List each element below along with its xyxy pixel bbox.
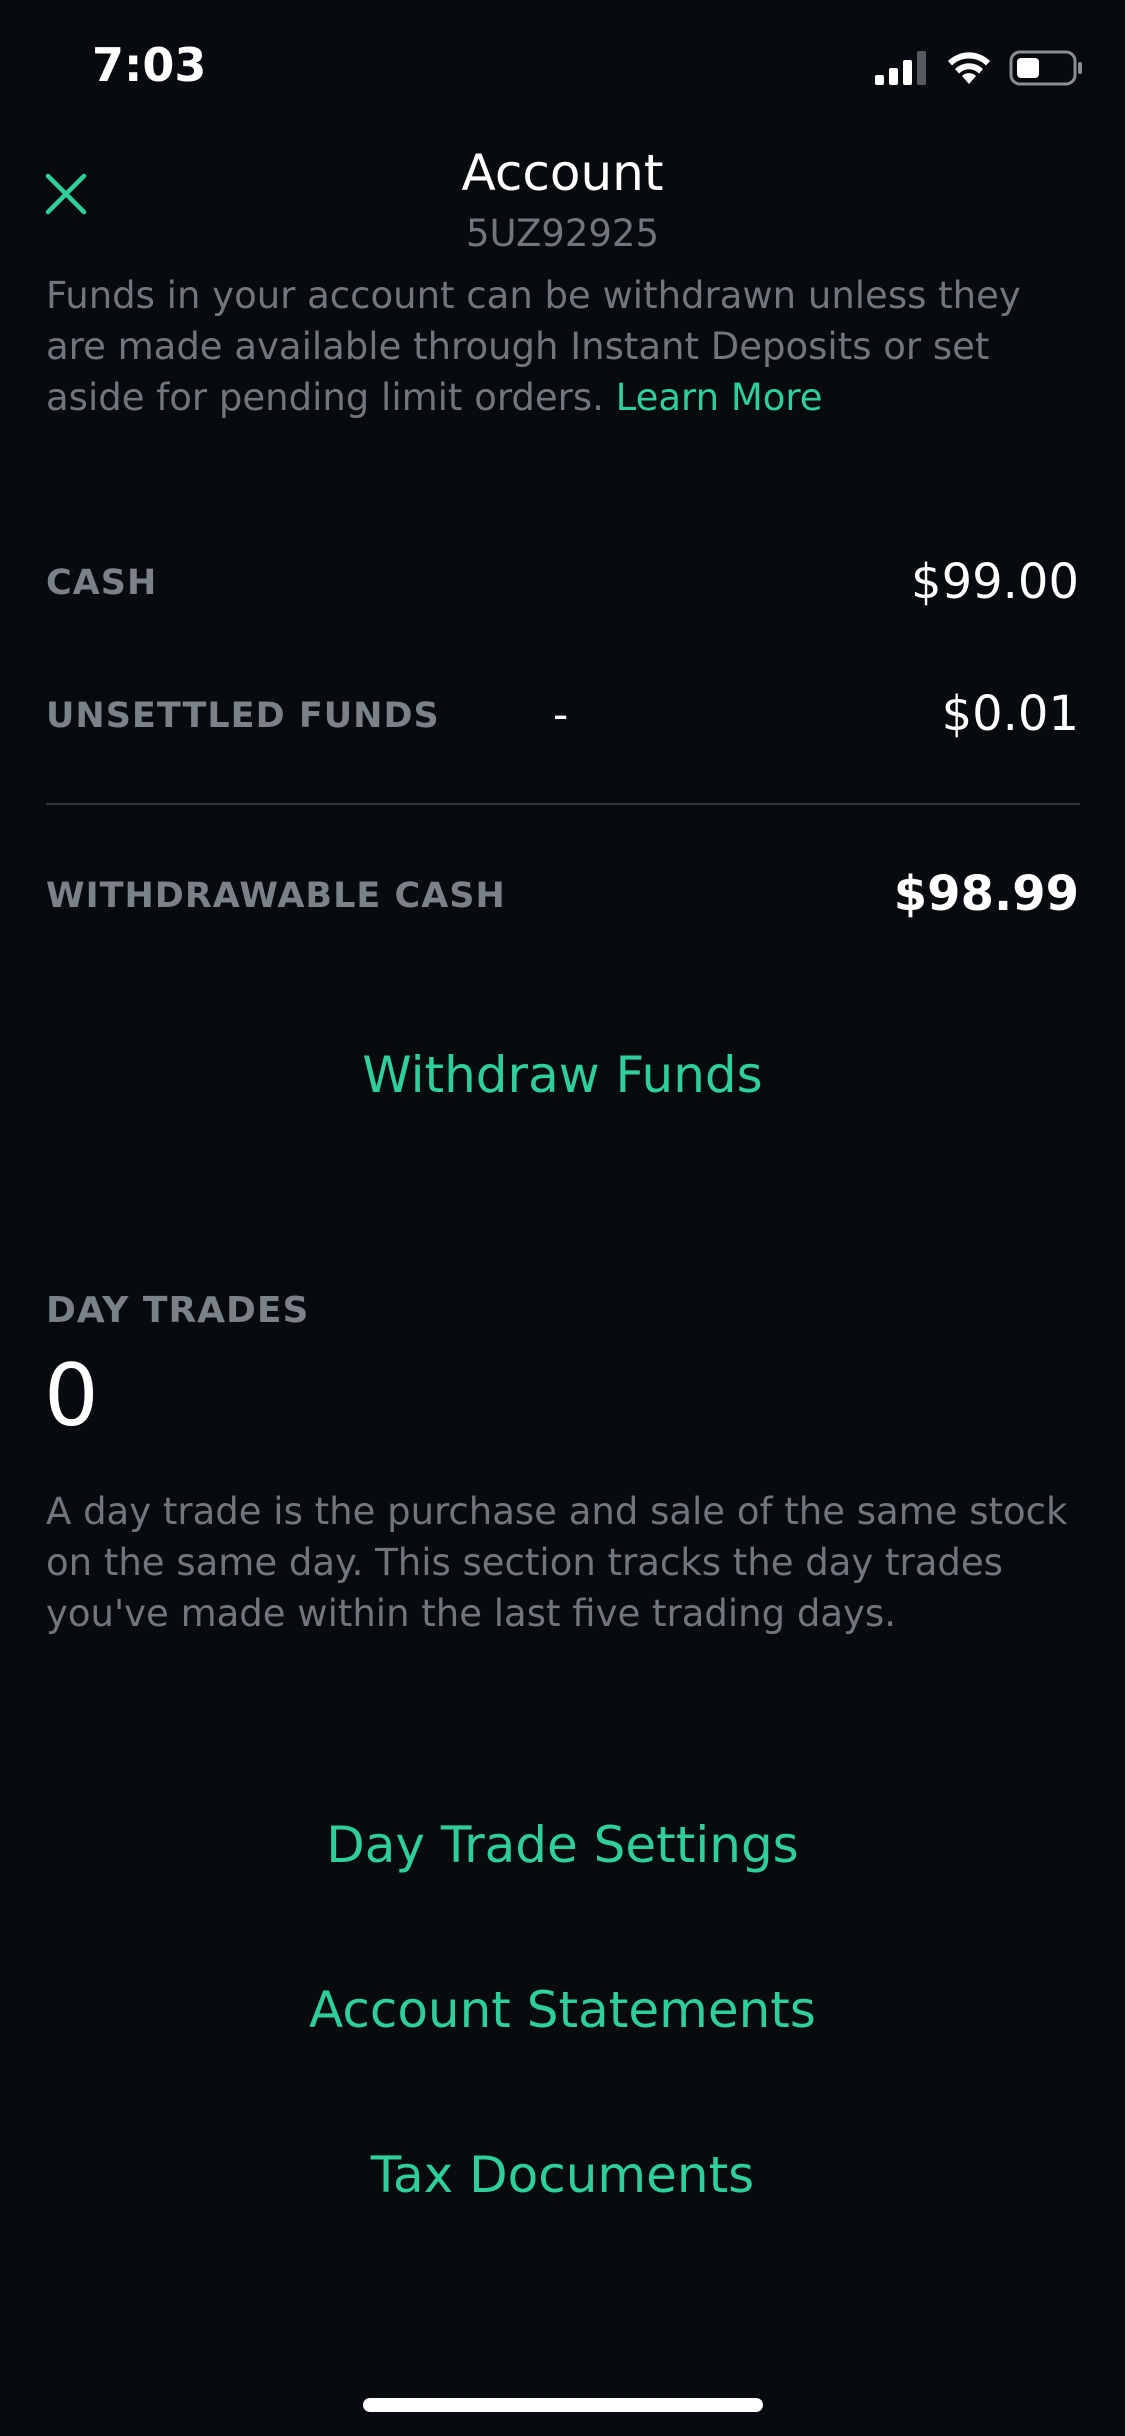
home-indicator[interactable]	[363, 2398, 763, 2412]
page-title: Account	[461, 144, 664, 202]
day-trade-settings-button[interactable]: Day Trade Settings	[326, 1816, 799, 1874]
withdraw-funds-button[interactable]: Withdraw Funds	[362, 1046, 763, 1104]
day-trades-label: DAY TRADES	[46, 1290, 310, 1331]
wifi-icon	[948, 52, 990, 84]
close-icon	[45, 173, 87, 215]
day-trades-description: A day trade is the purchase and sale of …	[46, 1490, 1068, 1635]
unsettled-funds-label: UNSETTLED FUNDS	[46, 696, 440, 736]
tax-documents-button[interactable]: Tax Documents	[370, 2146, 755, 2204]
status-icons	[875, 50, 1083, 86]
unsettled-funds-sign: -	[553, 690, 569, 739]
withdrawable-cash-label: WITHDRAWABLE CASH	[46, 876, 506, 916]
withdrawable-cash-value: $98.99	[893, 866, 1079, 922]
cellular-signal-icon	[875, 51, 926, 85]
unsettled-funds-value: $0.01	[941, 686, 1079, 742]
learn-more-link[interactable]: Learn More	[615, 376, 823, 419]
battery-icon	[1009, 50, 1082, 86]
status-time: 7:03	[92, 38, 207, 92]
cash-value: $99.00	[911, 554, 1079, 610]
withdrawal-info-text: Funds in your account can be withdrawn u…	[46, 274, 1021, 419]
divider	[46, 803, 1080, 805]
withdrawal-info: Funds in your account can be withdrawn u…	[46, 270, 1086, 423]
account-number: 5UZ92925	[465, 212, 660, 255]
cash-label: CASH	[46, 563, 158, 603]
day-trades-count: 0	[44, 1346, 99, 1446]
account-statements-button[interactable]: Account Statements	[309, 1981, 816, 2039]
close-button[interactable]	[44, 172, 88, 216]
